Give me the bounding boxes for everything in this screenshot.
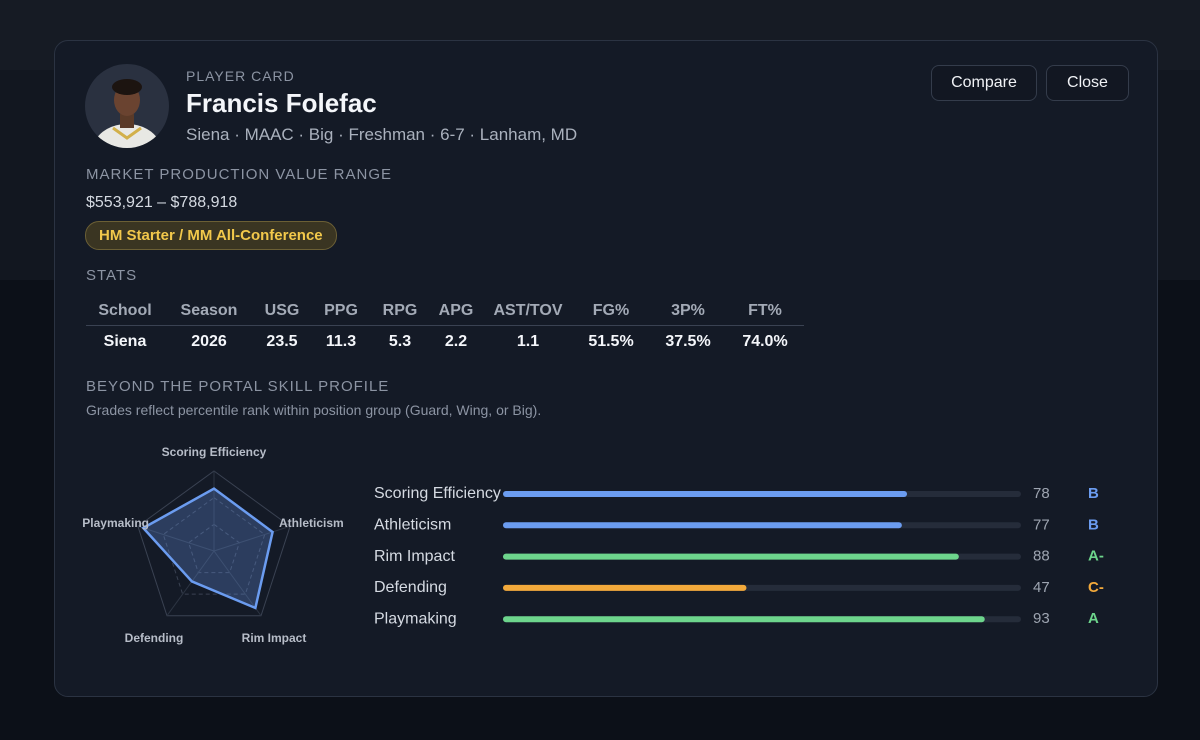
close-button[interactable]: Close [1046, 65, 1129, 101]
section-title: STATS [86, 267, 138, 284]
player-card: PLAYER CARD Francis Folefac Siena · MAAC… [54, 40, 1158, 697]
radar-label: Athleticism [279, 516, 344, 530]
player-subtitle: Siena · MAAC · Big · Freshman · 6-7 · La… [186, 125, 578, 144]
column-header: School [86, 297, 164, 326]
skill-grade: B [1088, 485, 1099, 502]
column-header: APG [428, 297, 484, 326]
skill-grade: A [1088, 610, 1099, 627]
skill-value: 93 [1033, 610, 1050, 627]
stat-cell: 37.5% [665, 333, 711, 350]
skill-name: Rim Impact [374, 548, 455, 565]
skill-bar [503, 522, 902, 529]
skill-name: Athleticism [374, 517, 451, 534]
skill-value: 78 [1033, 485, 1050, 502]
radar-shape [141, 487, 274, 610]
column-header: AST/TOV [484, 297, 572, 326]
skill-bar [503, 584, 747, 591]
photo-art [93, 79, 161, 148]
skill-value: 77 [1033, 516, 1050, 533]
section-title: MARKET PRODUCTION VALUE RANGE [86, 166, 392, 183]
stat-cell: 51.5% [588, 333, 634, 350]
radar-label: Scoring Efficiency [162, 445, 267, 459]
radar-label: Playmaking [82, 516, 149, 530]
skill-bar [503, 616, 985, 623]
player-name: Francis Folefac [186, 88, 377, 118]
section-title: BEYOND THE PORTAL SKILL PROFILE [86, 378, 390, 395]
radar-spoke [213, 550, 262, 617]
radar-ring [188, 523, 240, 574]
radar-ring [162, 497, 266, 595]
skill-grade: C- [1088, 579, 1104, 596]
radar-spoke [166, 550, 215, 617]
tier-badge: HM Starter / MM All-Conference [85, 221, 337, 250]
stats-row: Siena 2026 23.5 11.3 5.3 2.2 1.1 51.5% 37.5% 74.0… [86, 326, 804, 359]
stat-cell: 2.2 [444, 333, 468, 350]
skill-grade: A- [1088, 548, 1104, 565]
stat-cell: 2026 [191, 333, 227, 350]
column-header: RPG [372, 297, 428, 326]
stat-cell: 74.0% [742, 333, 788, 350]
stat-cell: 1.1 [516, 333, 540, 350]
skill-profile: Scoring Efficiency Athleticism Rim Impact D… [82, 445, 1104, 645]
column-header: FG% [572, 297, 650, 326]
skill-bar [503, 553, 959, 560]
column-header: Season [164, 297, 254, 326]
value-range: $553,921 – $788,918 [86, 194, 238, 211]
compare-button[interactable]: Compare [931, 65, 1037, 101]
skill-name: Scoring Efficiency [374, 485, 501, 502]
skill-grade: B [1088, 516, 1099, 533]
stat-cell: 23.5 [266, 333, 298, 350]
skill-value: 88 [1033, 548, 1050, 565]
skill-name: Playmaking [374, 610, 457, 627]
column-header: USG [254, 297, 310, 326]
radar-label: Rim Impact [242, 631, 307, 645]
player-photo [85, 64, 169, 148]
column-header: FT% [726, 297, 804, 326]
stat-cell: 5.3 [388, 333, 412, 350]
stats-table: School Season USG PPG RPG APG AST/TOV FG% 3P% FT%… [86, 297, 804, 358]
skill-value: 47 [1033, 579, 1050, 596]
eyebrow: PLAYER CARD [186, 68, 295, 84]
stat-cell: 11.3 [325, 333, 357, 350]
column-header: PPG [310, 297, 372, 326]
radar-spoke [213, 525, 291, 552]
header-row: School Season USG PPG RPG APG AST/TOV FG% 3P% FT% [86, 297, 804, 326]
radar-ring [137, 470, 291, 617]
column-header: 3P% [650, 297, 726, 326]
stat-cell: Siena [103, 333, 147, 350]
radar-spoke [137, 525, 215, 552]
skill-bar [503, 491, 908, 497]
skill-name: Defending [374, 579, 447, 596]
profile-note: Grades reflect percentile rank within po… [86, 402, 542, 418]
radar-label: Defending [125, 631, 184, 645]
